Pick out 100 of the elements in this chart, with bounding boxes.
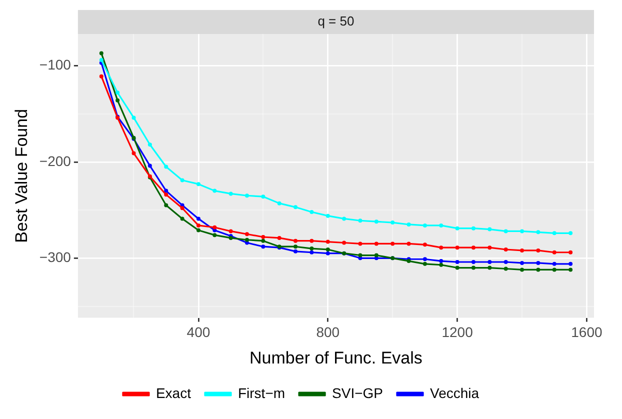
point — [99, 58, 104, 62]
point — [261, 234, 266, 239]
point — [164, 203, 168, 208]
point — [212, 225, 217, 230]
point — [471, 260, 476, 264]
point — [326, 251, 330, 256]
point — [406, 222, 411, 226]
legend-label: Vecchia — [430, 384, 480, 401]
point — [261, 238, 266, 243]
y-tick-label: −100 — [39, 56, 72, 73]
y-tick-label: −300 — [39, 249, 72, 266]
point — [294, 238, 298, 243]
y-tick-label: −200 — [39, 152, 72, 169]
point — [488, 246, 492, 250]
point — [261, 244, 266, 249]
point — [552, 231, 556, 236]
point — [439, 259, 444, 264]
point — [294, 244, 298, 249]
point — [406, 242, 411, 246]
point — [212, 188, 217, 193]
point — [196, 216, 200, 221]
point — [244, 194, 249, 198]
y-axis-title: Best Value Found — [12, 108, 31, 243]
point — [99, 74, 104, 78]
point — [342, 240, 346, 245]
point — [277, 201, 282, 206]
x-axis-title: Number of Func. Evals — [250, 348, 422, 368]
point — [310, 210, 314, 214]
point — [116, 90, 120, 95]
x-tick-label: 800 — [316, 324, 340, 340]
x-tick-label: 1600 — [571, 324, 602, 340]
point — [568, 250, 573, 254]
point — [536, 268, 540, 272]
legend-label: SVI−GP — [332, 384, 383, 401]
point — [374, 253, 378, 258]
point — [520, 248, 524, 252]
point — [552, 262, 556, 266]
point — [180, 178, 184, 182]
point — [196, 182, 200, 186]
point — [568, 268, 573, 272]
point — [132, 116, 136, 120]
point — [326, 240, 330, 244]
legend-label: First−m — [238, 384, 286, 401]
point — [422, 223, 427, 228]
point — [471, 226, 476, 230]
point — [488, 266, 492, 270]
x-tick-label: 400 — [186, 324, 210, 340]
point — [212, 233, 217, 238]
legend-label: Exact — [156, 384, 192, 401]
point — [488, 227, 492, 232]
point — [536, 230, 540, 234]
point — [244, 238, 249, 242]
point — [520, 268, 524, 272]
point — [504, 229, 508, 234]
point — [504, 266, 508, 271]
point — [244, 232, 249, 236]
chart-title: q = 50 — [318, 14, 354, 29]
point — [261, 194, 266, 199]
point — [294, 249, 298, 254]
point — [294, 205, 298, 210]
point — [536, 260, 540, 265]
point — [358, 218, 362, 223]
point — [455, 246, 460, 250]
point — [310, 238, 314, 243]
point — [148, 142, 152, 147]
point — [148, 164, 152, 168]
point — [358, 253, 362, 258]
point — [422, 257, 427, 262]
point — [374, 242, 378, 246]
point — [439, 262, 444, 267]
point — [99, 51, 104, 56]
point — [374, 220, 378, 224]
point — [471, 266, 476, 270]
point — [390, 220, 395, 225]
point — [552, 268, 556, 272]
point — [326, 247, 330, 252]
point — [180, 216, 184, 221]
point — [455, 226, 460, 230]
point — [196, 228, 200, 232]
point — [164, 164, 168, 169]
point — [422, 262, 427, 266]
point — [228, 192, 233, 196]
point — [277, 236, 282, 240]
point — [310, 250, 314, 254]
point — [439, 246, 444, 250]
point — [568, 262, 573, 266]
point — [471, 246, 476, 250]
point — [116, 98, 120, 102]
point — [342, 216, 346, 221]
point — [164, 192, 168, 197]
point — [455, 260, 460, 264]
point — [196, 223, 200, 228]
point — [455, 266, 460, 270]
point — [326, 214, 330, 218]
point — [164, 188, 168, 193]
x-tick-label: 1200 — [442, 324, 474, 340]
point — [552, 250, 556, 254]
point — [180, 206, 184, 210]
point — [488, 260, 492, 264]
point — [520, 260, 524, 265]
